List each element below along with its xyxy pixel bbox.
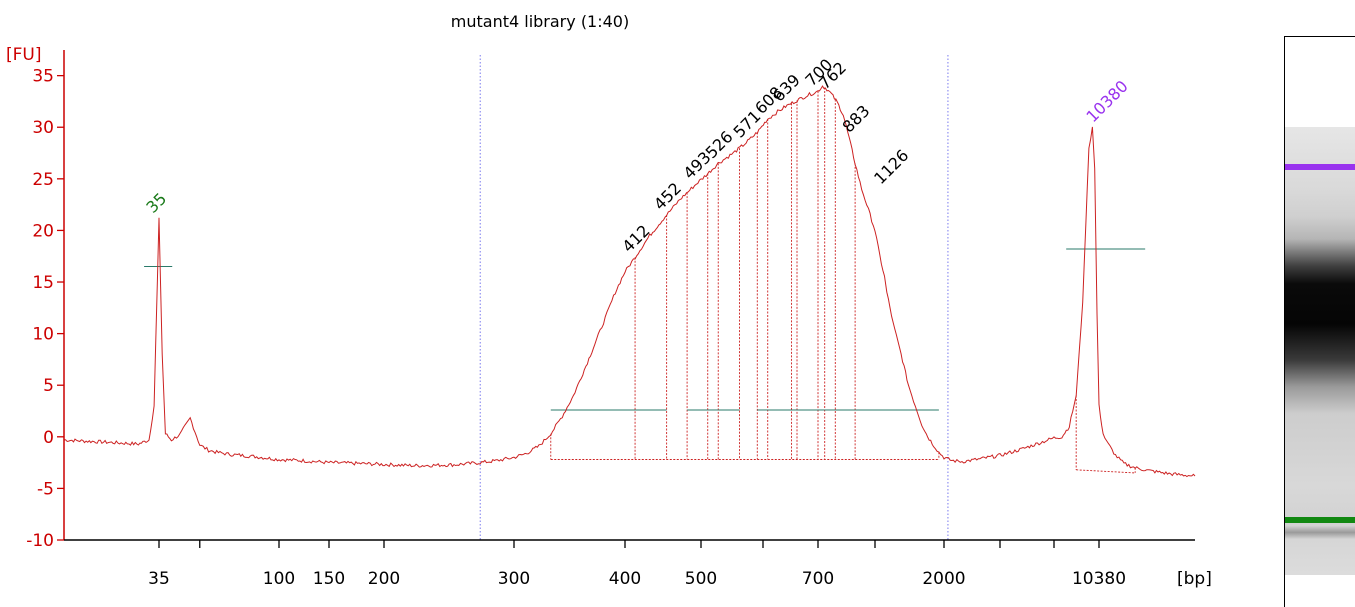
y-axis-label: [FU] xyxy=(6,45,42,65)
x-tick-label: 400 xyxy=(609,569,641,589)
y-tick-label: -10 xyxy=(26,531,54,551)
x-tick-label: 200 xyxy=(368,569,400,589)
x-tick-label: 100 xyxy=(263,569,295,589)
chart-title: mutant4 library (1:40) xyxy=(451,12,629,31)
y-tick-label: 0 xyxy=(43,428,54,448)
x-tick-label: 700 xyxy=(802,569,834,589)
x-tick-label: 500 xyxy=(685,569,717,589)
fluorescence-trace xyxy=(63,85,1196,478)
lower-marker-band xyxy=(1285,517,1355,524)
x-tick-label: 150 xyxy=(313,569,345,589)
y-tick-label: 10 xyxy=(32,325,54,345)
peak-label: 10380 xyxy=(1082,77,1131,126)
x-tick-label: 2000 xyxy=(922,569,965,589)
y-tick-label: -5 xyxy=(37,479,54,499)
peak-label: 883 xyxy=(839,101,874,136)
y-tick-label: 30 xyxy=(32,118,54,138)
y-tick-label: 25 xyxy=(32,170,54,190)
y-tick-label: 20 xyxy=(32,221,54,241)
gel-lane xyxy=(1285,127,1355,575)
x-tick-label: 35 xyxy=(148,569,170,589)
y-tick-label: 35 xyxy=(32,67,54,87)
sizing-region-lines xyxy=(479,55,949,540)
axes: -10 -5 0 5 10 15 20 25 30 35 35 100 150 200 300 400 500 7… xyxy=(26,50,1195,589)
marker-floor-line xyxy=(1076,469,1136,474)
peak-label: 35 xyxy=(142,189,170,217)
peak-label: 452 xyxy=(650,179,685,214)
y-tick-label: 15 xyxy=(32,273,54,293)
x-tick-label: 10380 xyxy=(1072,569,1126,589)
y-tick-label: 5 xyxy=(43,376,54,396)
peak-label: 1126 xyxy=(870,146,912,188)
upper-marker-band xyxy=(1285,164,1355,171)
x-axis-label: [bp] xyxy=(1177,569,1212,589)
x-tick-label: 300 xyxy=(498,569,530,589)
peak-labels: 3541245249352657160863970076288311261038… xyxy=(142,55,1131,256)
gel-image-panel xyxy=(1284,36,1355,607)
electropherogram-chart: mutant4 library (1:40) [FU] [bp] -10 -5 0 5… xyxy=(6,12,1212,589)
smear-analysis-lines xyxy=(144,87,1146,474)
trace-layer xyxy=(63,85,1196,478)
peak-label: 412 xyxy=(618,221,653,256)
